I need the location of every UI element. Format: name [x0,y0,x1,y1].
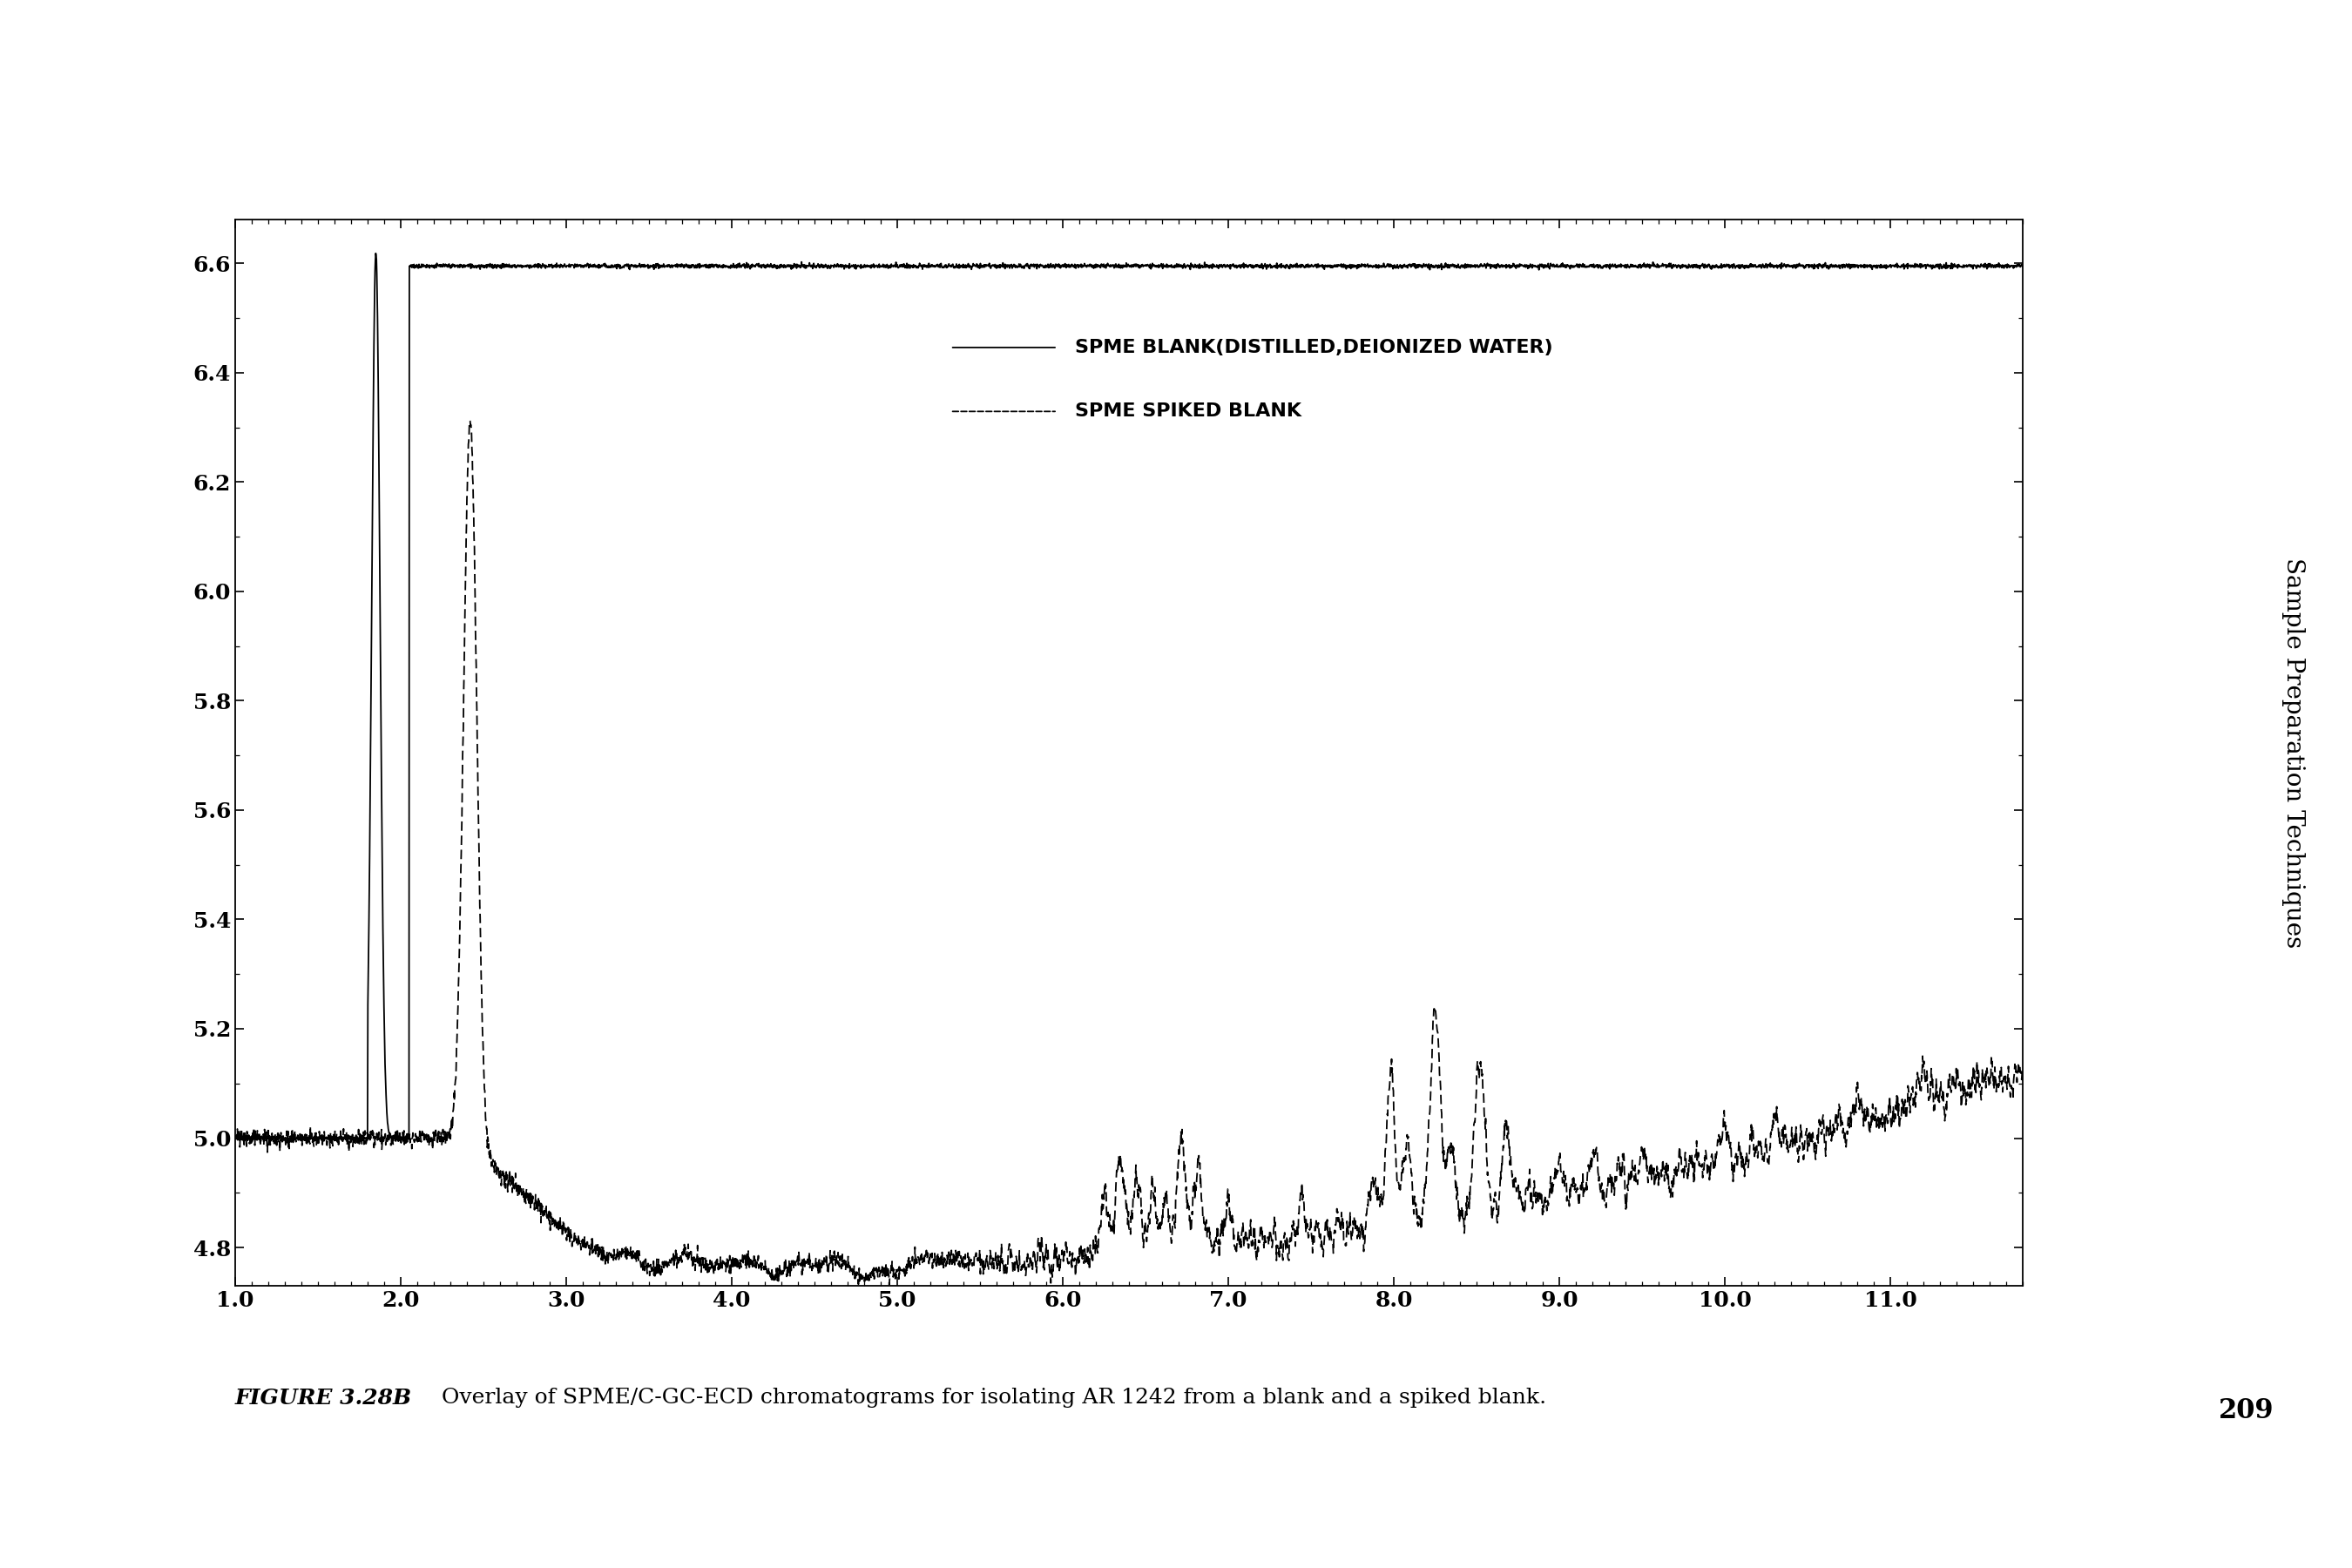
Text: Overlay of SPME/C-GC-ECD chromatograms for isolating AR 1242 from a blank and a : Overlay of SPME/C-GC-ECD chromatograms f… [428,1388,1548,1408]
Text: SPME BLANK(DISTILLED,DEIONIZED WATER): SPME BLANK(DISTILLED,DEIONIZED WATER) [1075,339,1552,356]
Text: FIGURE 3.28B: FIGURE 3.28B [235,1388,412,1408]
Text: Sample Preparation Techniques: Sample Preparation Techniques [2281,557,2305,949]
Text: 209: 209 [2218,1397,2274,1425]
Text: SPME SPIKED BLANK: SPME SPIKED BLANK [1075,403,1301,420]
